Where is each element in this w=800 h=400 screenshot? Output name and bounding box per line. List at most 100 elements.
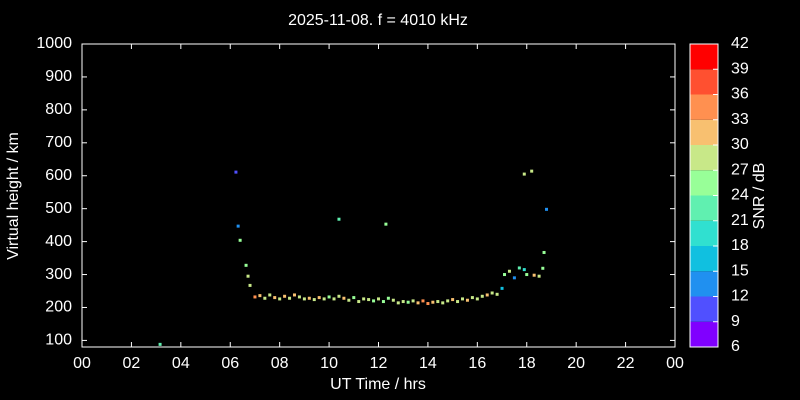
data-point (327, 295, 331, 299)
x-tick-label: 08 (271, 355, 289, 372)
x-tick-label: 16 (468, 355, 486, 372)
data-point (480, 294, 484, 298)
data-point (158, 342, 162, 346)
data-point (258, 294, 262, 298)
colorbar-band (690, 246, 718, 272)
data-point (278, 297, 282, 301)
y-axis-label: Virtual height / km (5, 132, 22, 260)
data-point (406, 300, 410, 304)
data-point (263, 296, 267, 300)
data-point (416, 301, 420, 305)
colorbar-band (690, 119, 718, 145)
data-point (238, 238, 242, 242)
data-point (332, 297, 336, 301)
colorbar-band (690, 271, 718, 297)
colorbar-tick-label: 42 (731, 35, 749, 52)
data-point (485, 293, 489, 297)
data-point (268, 293, 272, 297)
data-point (273, 296, 277, 300)
x-tick-label: 00 (666, 355, 684, 372)
y-tick-label: 800 (45, 101, 72, 118)
colorbar-band (690, 44, 718, 70)
x-axis-label: UT Time / hrs (330, 376, 426, 393)
data-point (396, 301, 400, 305)
colorbar-band (690, 321, 718, 347)
y-tick-label: 100 (45, 332, 72, 349)
data-point (246, 274, 250, 278)
data-point (537, 274, 541, 278)
data-point (401, 300, 405, 304)
colorbar-tick-label: 21 (731, 212, 749, 229)
data-point (347, 298, 351, 302)
colorbar-tick-label: 36 (731, 86, 749, 103)
data-point (391, 298, 395, 302)
plot-frame (81, 43, 676, 348)
colorbar-tick-label: 39 (731, 60, 749, 77)
y-tick-label: 200 (45, 299, 72, 316)
x-tick-label: 20 (567, 355, 585, 372)
x-tick-label: 10 (320, 355, 338, 372)
data-point (451, 298, 455, 302)
data-point (236, 224, 240, 228)
data-point (500, 286, 504, 290)
y-tick-label: 1000 (36, 35, 72, 52)
data-point (372, 299, 376, 303)
data-point (317, 296, 321, 300)
data-point (377, 297, 380, 301)
data-point (532, 273, 536, 277)
colorbar-tick-label: 15 (731, 262, 749, 279)
colorbar-band (690, 220, 718, 246)
y-tick-label: 400 (45, 233, 72, 250)
x-tick-label: 12 (370, 355, 388, 372)
x-tick-label: 22 (617, 355, 635, 372)
data-point (337, 294, 341, 298)
data-point (342, 296, 346, 300)
data-point (542, 250, 546, 254)
data-point (362, 297, 366, 301)
colorbar-tick-label: 27 (731, 161, 749, 178)
colorbar-tick-label: 12 (731, 288, 749, 305)
data-point (541, 266, 545, 270)
x-tick-label: 14 (419, 355, 437, 372)
data-point (441, 301, 445, 305)
colorbar-band (690, 195, 718, 221)
data-point (522, 268, 526, 272)
y-tick-label: 300 (45, 266, 72, 283)
data-point (307, 296, 311, 300)
data-point (288, 296, 292, 300)
colorbar-tick-label: 6 (731, 338, 740, 355)
data-point (512, 276, 516, 280)
data-point (234, 170, 238, 174)
colorbar-tick-label: 18 (731, 237, 749, 254)
data-point (503, 273, 507, 277)
data-point (436, 300, 440, 304)
data-point (381, 300, 385, 304)
colorbar-tick-label: 33 (731, 111, 749, 128)
data-point (495, 292, 499, 296)
data-point (411, 299, 415, 303)
data-point (522, 172, 526, 176)
x-tick-label: 04 (172, 355, 190, 372)
y-tick-label: 500 (45, 200, 72, 217)
y-tick-label: 700 (45, 134, 72, 151)
chart-title: 2025-11-08. f = 4010 kHz (288, 12, 468, 29)
data-point (357, 300, 361, 304)
data-point (490, 291, 494, 295)
data-point (302, 297, 306, 301)
data-point (431, 300, 435, 304)
data-point (312, 298, 316, 302)
data-point (386, 296, 390, 300)
data-point (517, 266, 521, 270)
colorbar-tick-label: 30 (731, 136, 749, 153)
colorbar-label: SNR / dB (751, 163, 768, 230)
data-point (456, 300, 460, 304)
colorbar-band (690, 170, 718, 196)
data-point (322, 297, 326, 301)
data-point (352, 296, 356, 300)
data-point (337, 217, 341, 221)
data-point (367, 298, 371, 302)
x-tick-label: 00 (73, 355, 91, 372)
data-point (421, 299, 425, 303)
data-point (292, 293, 296, 297)
